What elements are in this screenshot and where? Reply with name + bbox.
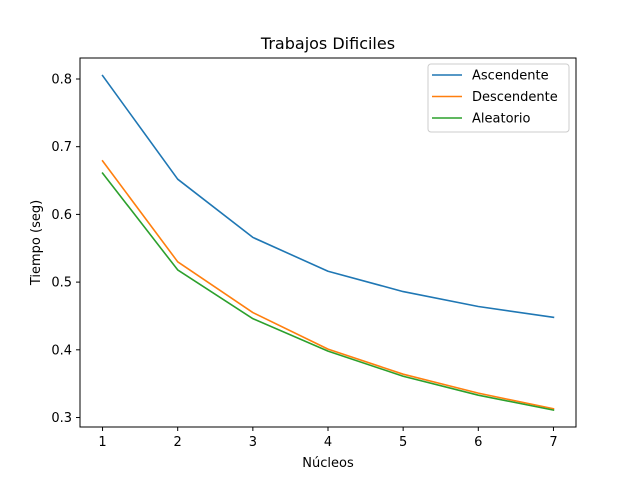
x-axis: 1 2 3 4 5 6 7 xyxy=(98,427,558,450)
y-axis: 0.3 0.4 0.5 0.6 0.7 0.8 xyxy=(51,72,80,426)
legend: Ascendente Descendente Aleatorio xyxy=(427,63,570,133)
x-tick-label: 2 xyxy=(174,435,182,450)
x-tick-label: 6 xyxy=(474,435,482,450)
x-tick-label: 1 xyxy=(98,435,106,450)
legend-frame xyxy=(427,63,570,133)
x-tick-label: 7 xyxy=(549,435,557,450)
series-line-descendente xyxy=(101,159,555,410)
y-tick-label: 0.7 xyxy=(51,140,72,155)
x-tick-label: 3 xyxy=(249,435,257,450)
y-tick-label: 0.8 xyxy=(51,72,72,87)
y-tick-label: 0.6 xyxy=(51,208,72,223)
x-axis-label: Núcleos xyxy=(302,456,354,471)
series-line-ascendente xyxy=(101,74,555,319)
plot-lines xyxy=(101,74,555,412)
y-tick-label: 0.5 xyxy=(51,276,72,291)
chart-title: Trabajos Dificiles xyxy=(260,34,395,53)
y-tick-label: 0.4 xyxy=(51,343,72,358)
y-axis-label: Tiempo (seg) xyxy=(29,200,44,286)
legend-label-descendente: Descendente xyxy=(472,90,558,105)
y-tick-label: 0.3 xyxy=(51,411,72,426)
series-line-aleatorio xyxy=(101,171,555,412)
x-tick-label: 5 xyxy=(399,435,407,450)
legend-label-aleatorio: Aleatorio xyxy=(472,112,530,127)
legend-label-ascendente: Ascendente xyxy=(472,69,549,84)
x-tick-label: 4 xyxy=(324,435,332,450)
